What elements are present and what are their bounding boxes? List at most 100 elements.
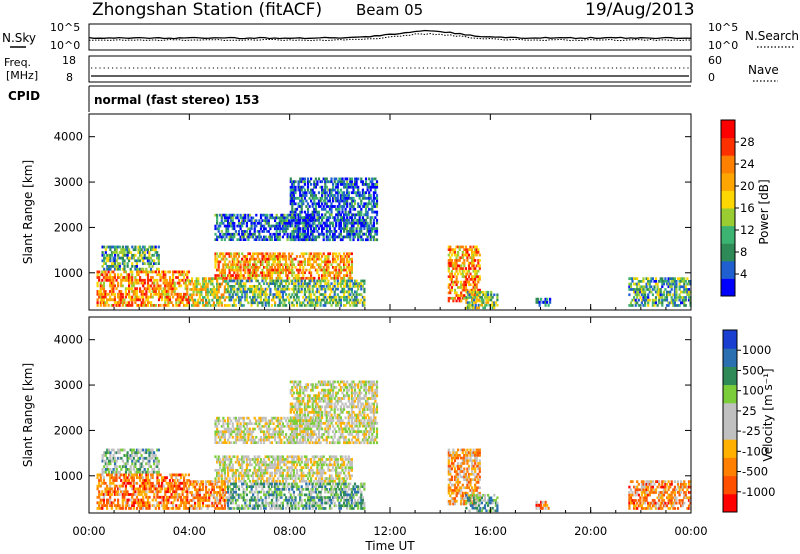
range-gate-cell: [225, 252, 228, 256]
range-gate-cell: [321, 260, 324, 264]
range-gate-cell: [274, 463, 277, 467]
range-gate-cell: [253, 469, 256, 472]
range-gate-cell: [471, 288, 474, 292]
range-gate-cell: [286, 466, 289, 469]
range-gate-cell: [295, 274, 299, 277]
range-gate-cell: [463, 280, 466, 284]
range-gate-cell: [220, 230, 223, 233]
range-gate-cell: [303, 180, 306, 184]
range-gate-cell: [651, 301, 654, 305]
range-gate-cell: [316, 268, 319, 272]
range-gate-cell: [145, 448, 148, 452]
range-gate-cell: [110, 487, 113, 491]
range-gate-cell: [469, 248, 472, 251]
range-gate-cell: [112, 476, 115, 480]
range-gate-cell: [146, 468, 149, 471]
range-gate-cell: [223, 469, 226, 472]
range-gate-cell: [339, 218, 342, 222]
range-gate-cell: [289, 199, 292, 203]
range-gate-cell: [148, 262, 151, 265]
range-gate-cell: [225, 480, 228, 483]
range-gate-cell: [256, 304, 259, 307]
range-gate-cell: [241, 230, 244, 233]
range-gate-cell: [629, 288, 633, 291]
range-gate-cell: [107, 265, 110, 268]
range-gate-cell: [137, 273, 140, 277]
range-gate-cell: [252, 268, 255, 272]
range-gate-cell: [237, 224, 241, 228]
range-gate-cell: [206, 504, 209, 508]
range-gate-cell: [675, 280, 678, 283]
range-gate-cell: [107, 245, 110, 249]
range-gate-cell: [286, 266, 289, 269]
range-gate-cell: [178, 481, 181, 485]
range-gate-cell: [295, 207, 299, 211]
range-gate-cell: [357, 185, 360, 189]
range-gate-cell: [482, 293, 485, 297]
range-gate-cell: [687, 280, 691, 283]
range-gate-cell: [129, 476, 132, 480]
range-gate-cell: [664, 298, 667, 302]
range-gate-cell: [156, 459, 159, 463]
range-gate-cell: [374, 230, 377, 233]
range-gate-cell: [343, 295, 346, 299]
range-gate-cell: [375, 183, 379, 186]
range-gate-cell: [112, 501, 115, 505]
range-gate-cell: [186, 501, 189, 505]
range-gate-cell: [461, 269, 464, 273]
range-gate-cell: [634, 290, 637, 294]
range-gate-cell: [142, 262, 145, 265]
range-gate-cell: [126, 462, 129, 466]
range-gate-cell: [151, 245, 154, 249]
range-gate-cell: [464, 283, 467, 287]
range-gate-cell: [112, 281, 115, 285]
range-gate-cell: [346, 191, 349, 195]
range-gate-cell: [153, 468, 156, 471]
range-gate-cell: [172, 304, 175, 307]
range-gate-cell: [274, 474, 277, 478]
range-gate-cell: [248, 274, 252, 277]
range-gate-cell: [272, 255, 275, 258]
range-gate-cell: [281, 235, 284, 239]
range-gate-cell: [190, 504, 194, 508]
range-gate-cell: [259, 474, 263, 478]
range-gate-cell: [281, 216, 284, 220]
range-gate-cell: [300, 194, 303, 197]
range-gate-cell: [112, 479, 115, 482]
range-gate-cell: [375, 194, 379, 197]
range-gate-cell: [467, 269, 471, 273]
range-gate-cell: [173, 490, 176, 494]
range-gate-cell: [258, 455, 261, 459]
range-gate-cell: [216, 216, 219, 220]
range-gate-cell: [214, 483, 217, 486]
range-gate-cell: [472, 253, 475, 257]
range-gate-cell: [466, 288, 469, 292]
range-gate-cell: [308, 290, 311, 294]
range-gate-cell: [109, 487, 112, 491]
range-gate-cell: [303, 191, 306, 195]
range-gate-cell: [629, 304, 633, 307]
range-gate-cell: [325, 257, 328, 261]
range-gate-cell: [190, 304, 194, 307]
range-gate-cell: [143, 487, 146, 491]
range-gate-cell: [305, 276, 308, 280]
range-gate-cell: [208, 483, 211, 486]
range-gate-cell: [134, 493, 137, 496]
range-gate-cell: [360, 224, 363, 228]
range-gate-cell: [112, 245, 115, 249]
range-gate-cell: [368, 207, 371, 211]
range-gate-cell: [325, 301, 328, 305]
range-gate-cell: [349, 227, 352, 230]
range-gate-cell: [244, 271, 247, 275]
range-gate-cell: [353, 216, 357, 219]
range-gate-cell: [328, 301, 332, 305]
range-gate-cell: [325, 238, 328, 242]
range-gate-cell: [285, 222, 288, 225]
range-gate-cell: [349, 271, 352, 275]
range-gate-cell: [640, 288, 643, 291]
range-gate-cell: [120, 290, 123, 293]
range-gate-cell: [255, 276, 258, 280]
range-gate-cell: [259, 295, 263, 299]
range-gate-cell: [316, 282, 319, 285]
range-gate-cell: [179, 298, 183, 302]
